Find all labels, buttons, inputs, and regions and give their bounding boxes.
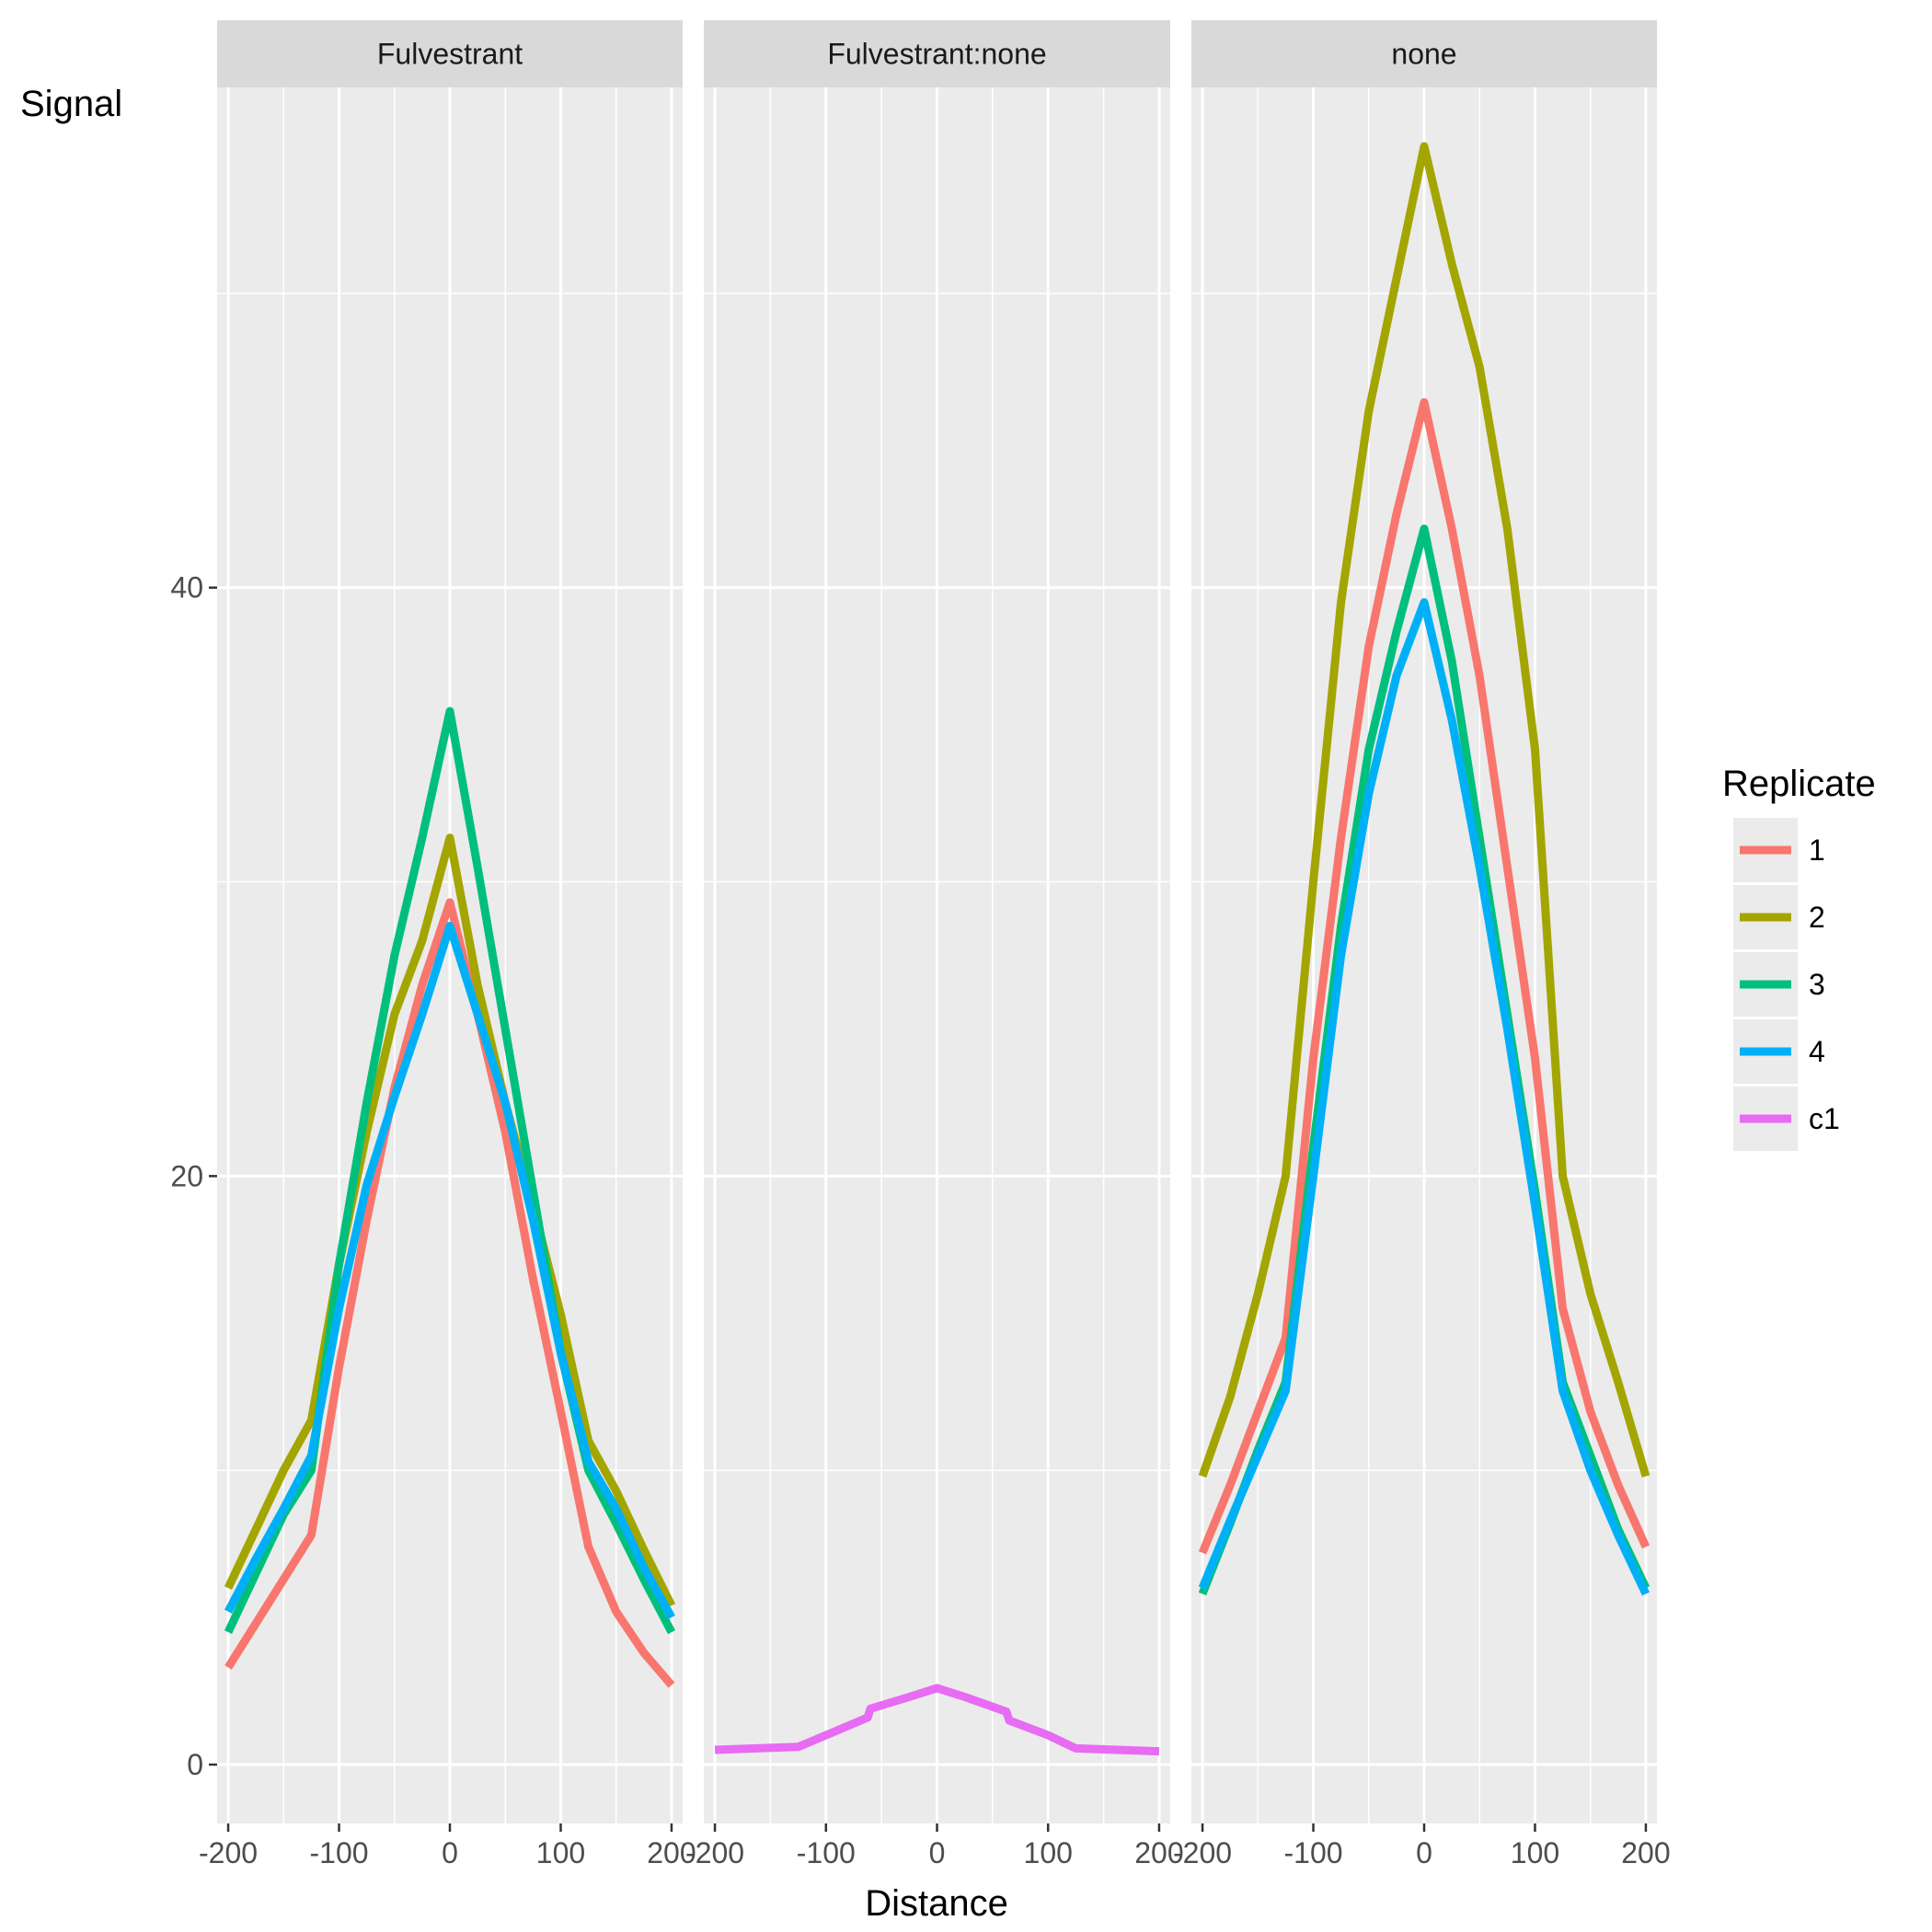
legend-label-c1: c1 xyxy=(1809,1102,1840,1135)
x-tick-label: -100 xyxy=(1284,1836,1343,1869)
x-tick-label: 100 xyxy=(1024,1836,1073,1869)
x-tick-label: 0 xyxy=(929,1836,946,1869)
x-tick-label: 100 xyxy=(536,1836,585,1869)
x-tick-label: 100 xyxy=(1511,1836,1559,1869)
legend-label-4: 4 xyxy=(1809,1035,1825,1068)
x-tick-label: -100 xyxy=(797,1836,856,1869)
facet-strip xyxy=(1191,20,1657,87)
x-tick-label: 200 xyxy=(1621,1836,1670,1869)
legend-label-1: 1 xyxy=(1809,834,1825,867)
facet-panel: Fulvestrant -200 -100 0 100 200 xyxy=(199,20,696,1869)
x-tick-label: -100 xyxy=(310,1836,369,1869)
series-line-2 xyxy=(224,834,676,1608)
x-tick-label: -200 xyxy=(1173,1836,1232,1869)
series-line-4 xyxy=(224,922,675,1620)
facet-strip-label: none xyxy=(1391,38,1456,71)
legend-label-2: 2 xyxy=(1809,901,1825,934)
facet-strip-label: Fulvestrant:none xyxy=(827,38,1046,71)
facet-strip-label: Fulvestrant xyxy=(377,38,523,71)
legend-title: Replicate xyxy=(1722,764,1876,804)
x-tick-label: -200 xyxy=(199,1836,258,1869)
x-axis-title: Distance xyxy=(865,1883,1008,1924)
facet-strip xyxy=(217,20,683,87)
x-tick-label: 200 xyxy=(647,1836,696,1869)
legend: Replicate 1 2 3 4 c1 xyxy=(1722,764,1876,1151)
series-line-3 xyxy=(224,707,675,1635)
facet-panel: Fulvestrant:none -200 -100 0 100 200 xyxy=(685,20,1184,1869)
facet-panel: none -200 -100 0 100 200 xyxy=(1173,20,1671,1869)
y-tick-label: 0 xyxy=(187,1748,203,1781)
panels: Fulvestrant-200 -100 0 100 200Fulvestrant:no… xyxy=(170,20,1671,1869)
series-line-1 xyxy=(224,898,675,1688)
y-axis-title: Signal xyxy=(20,84,122,124)
series-line-2 xyxy=(1198,142,1650,1478)
x-tick-label: -200 xyxy=(685,1836,744,1869)
series-line-1 xyxy=(1198,397,1650,1555)
x-tick-label: 200 xyxy=(1134,1836,1183,1869)
x-tick-label: 0 xyxy=(442,1836,458,1869)
series-line-4 xyxy=(1198,598,1650,1596)
y-tick-label: 20 xyxy=(170,1159,203,1192)
facet-strip xyxy=(704,20,1170,87)
y-tick-label: 40 xyxy=(170,571,203,604)
x-tick-label: 0 xyxy=(1416,1836,1432,1869)
legend-label-3: 3 xyxy=(1809,968,1825,1001)
series-line-c1 xyxy=(714,1684,1160,1756)
